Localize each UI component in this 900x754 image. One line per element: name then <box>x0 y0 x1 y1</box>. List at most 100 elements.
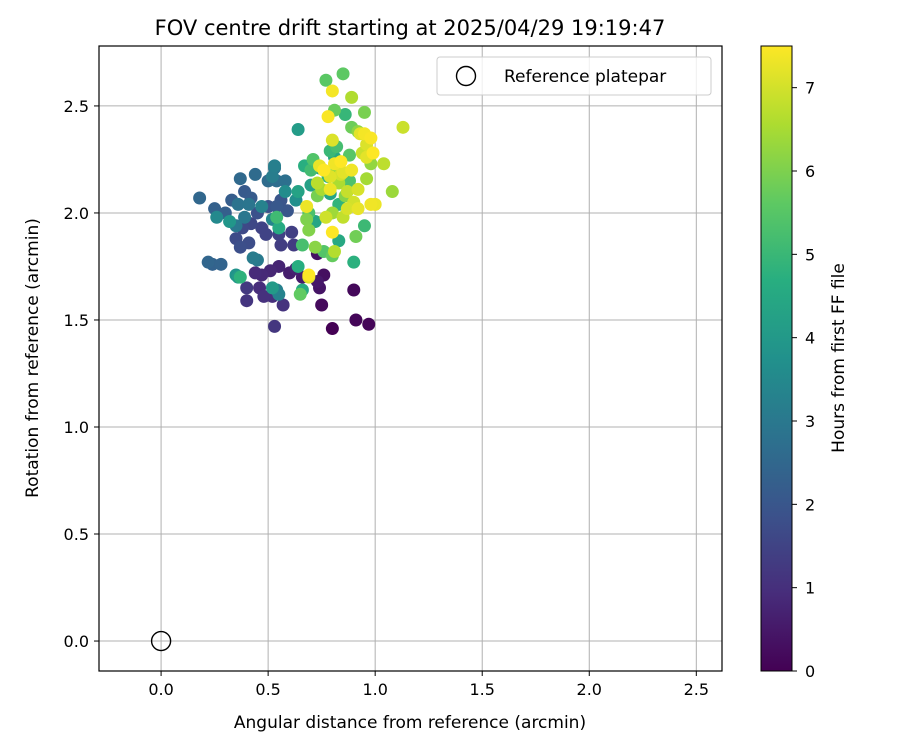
data-point <box>315 298 329 312</box>
data-point <box>285 225 299 239</box>
data-point <box>351 202 365 216</box>
data-point <box>248 167 262 181</box>
legend-box <box>436 56 712 96</box>
y-tick-label: 0.0 <box>64 632 89 651</box>
data-point <box>270 200 284 214</box>
colorbar-tick-label: 7 <box>805 79 815 98</box>
colorbar-tick-label: 5 <box>805 245 815 264</box>
data-point <box>347 255 361 269</box>
x-tick-label: 1.5 <box>469 680 494 699</box>
data-point <box>327 244 341 258</box>
x-axis-label: Angular distance from reference (arcmin) <box>234 713 586 733</box>
data-point <box>265 281 279 295</box>
data-point <box>257 289 271 303</box>
colorbar-tick-label: 4 <box>805 329 815 348</box>
data-point <box>349 229 363 243</box>
colorbar-tick-label: 3 <box>805 412 815 431</box>
data-point <box>325 133 339 147</box>
data-point <box>336 67 350 81</box>
data-point <box>302 223 316 237</box>
data-point <box>345 90 359 104</box>
colorbar-tick-label: 6 <box>805 162 815 181</box>
data-point <box>246 251 260 265</box>
data-point <box>233 270 247 284</box>
x-tick-label: 1.0 <box>362 680 387 699</box>
data-point <box>325 322 339 336</box>
data-point <box>323 182 337 196</box>
y-axis-label: Rotation from reference (arcmin) <box>23 218 43 498</box>
data-point <box>238 210 252 224</box>
data-point <box>240 294 254 308</box>
data-point <box>340 185 354 199</box>
data-point <box>233 240 247 254</box>
x-tick-label: 2.5 <box>684 680 709 699</box>
data-point <box>325 225 339 239</box>
data-point <box>265 170 279 184</box>
data-points <box>150 67 410 652</box>
data-point <box>351 182 365 196</box>
legend: Reference platepar <box>436 56 712 96</box>
colorbar-tick-label: 2 <box>805 495 815 514</box>
data-point <box>334 155 348 169</box>
grid-lines <box>99 46 722 671</box>
data-point <box>193 191 207 205</box>
data-point <box>317 163 331 177</box>
y-tick-label: 1.0 <box>64 418 89 437</box>
data-point <box>278 174 292 188</box>
data-point <box>248 266 262 280</box>
data-point <box>295 238 309 252</box>
data-point <box>233 172 247 186</box>
plot-frame <box>98 45 723 672</box>
x-axis: 0.0 0.5 1.0 1.5 2.0 2.5 <box>148 671 709 699</box>
colorbar-tick-label: 1 <box>805 579 815 598</box>
data-point <box>308 240 322 254</box>
colorbar: 0 1 2 3 4 5 6 7 Hours from first FF file <box>760 45 849 681</box>
data-point <box>291 259 305 273</box>
data-point <box>259 227 273 241</box>
data-point <box>255 200 269 214</box>
data-point <box>349 313 363 327</box>
data-point <box>276 298 290 312</box>
data-point <box>310 176 324 190</box>
data-point <box>377 157 391 171</box>
data-point <box>321 110 335 124</box>
data-point <box>319 210 333 224</box>
legend-label: Reference platepar <box>504 67 666 87</box>
colorbar-ticks: 0 1 2 3 4 5 6 7 <box>792 79 815 681</box>
data-point <box>300 212 314 226</box>
data-point <box>338 107 352 121</box>
y-tick-label: 2.0 <box>64 204 89 223</box>
y-tick-label: 1.5 <box>64 311 89 330</box>
data-point <box>268 159 282 173</box>
data-point <box>201 255 215 269</box>
data-point <box>291 122 305 136</box>
data-point <box>293 287 307 301</box>
y-tick-label: 2.5 <box>64 97 89 116</box>
data-point <box>360 172 374 186</box>
chart-title: FOV centre drift starting at 2025/04/29 … <box>155 16 666 40</box>
data-point <box>366 146 380 160</box>
x-tick-label: 0.0 <box>148 680 173 699</box>
data-point <box>347 283 361 297</box>
x-tick-label: 2.0 <box>577 680 602 699</box>
data-point <box>362 317 376 331</box>
data-point <box>302 268 316 282</box>
colorbar-label: Hours from first FF file <box>829 263 849 453</box>
data-point <box>240 281 254 295</box>
data-point <box>345 163 359 177</box>
data-point <box>270 210 284 224</box>
data-point <box>231 197 245 211</box>
data-point <box>280 204 294 218</box>
data-point <box>319 73 333 87</box>
data-point <box>223 215 237 229</box>
data-point <box>396 120 410 134</box>
y-tick-label: 0.5 <box>64 525 89 544</box>
data-point <box>214 257 228 271</box>
data-point <box>364 197 378 211</box>
data-point <box>291 185 305 199</box>
data-point <box>364 131 378 145</box>
data-point <box>357 105 371 119</box>
data-point <box>272 221 286 235</box>
